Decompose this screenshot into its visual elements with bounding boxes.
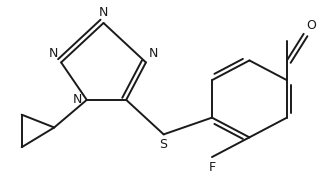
Text: N: N: [149, 47, 158, 60]
Text: S: S: [159, 138, 167, 151]
Text: N: N: [99, 6, 108, 19]
Text: O: O: [307, 19, 316, 32]
Text: N: N: [73, 93, 82, 106]
Text: F: F: [208, 161, 216, 174]
Text: N: N: [49, 47, 58, 60]
